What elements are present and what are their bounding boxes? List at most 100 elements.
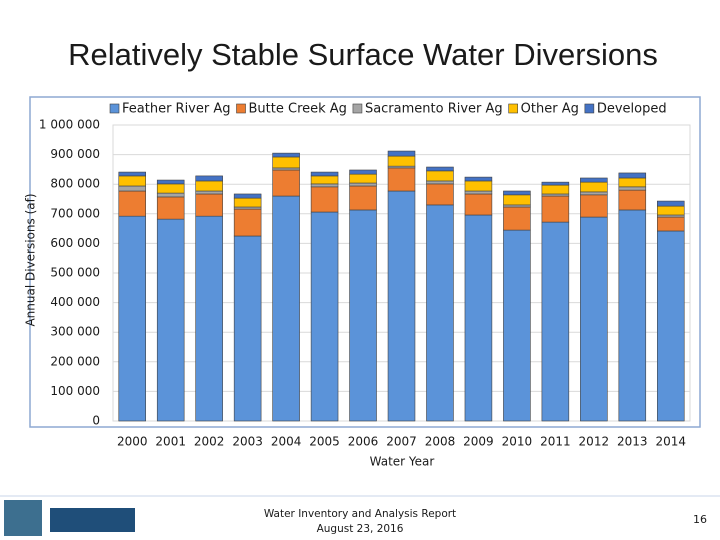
bar-segment bbox=[272, 169, 300, 197]
x-axis-label: Water Year bbox=[370, 455, 435, 469]
bar-segment bbox=[272, 156, 300, 169]
bar-segment bbox=[503, 204, 531, 208]
bar-segment bbox=[156, 183, 185, 194]
bar-segment bbox=[387, 155, 416, 167]
footer-line: Water Inventory and Analysis Report bbox=[264, 508, 456, 520]
bar-segment bbox=[618, 186, 647, 191]
x-tick-label: 2000 bbox=[117, 435, 148, 449]
x-tick-label: 2013 bbox=[617, 435, 648, 449]
bar-segment bbox=[541, 184, 570, 195]
bar-segment bbox=[426, 183, 454, 206]
bar-segment bbox=[503, 206, 531, 231]
x-tick-label: 2012 bbox=[579, 435, 610, 449]
bar-segment bbox=[503, 190, 531, 196]
x-tick-label: 2002 bbox=[194, 435, 225, 449]
bar-segment bbox=[387, 167, 416, 192]
bar-segment bbox=[426, 180, 454, 185]
bar-segment bbox=[464, 180, 493, 192]
x-tick-label: 2005 bbox=[309, 435, 340, 449]
bar-segment bbox=[541, 221, 570, 422]
x-tick-label: 2003 bbox=[232, 435, 263, 449]
bar-segment bbox=[464, 176, 493, 182]
y-tick-label: 300 000 bbox=[50, 325, 100, 339]
legend-label: Butte Creek Ag bbox=[249, 102, 347, 117]
bar-segment bbox=[541, 193, 570, 197]
bar-segment bbox=[464, 214, 493, 422]
x-tick-label: 2009 bbox=[463, 435, 494, 449]
bar-segment bbox=[580, 191, 608, 196]
bar-segment bbox=[349, 173, 377, 184]
bar-segment bbox=[541, 195, 570, 223]
bar-segment bbox=[464, 193, 493, 216]
legend-label: Other Ag bbox=[521, 102, 579, 117]
y-tick-label: 100 000 bbox=[50, 384, 100, 398]
y-tick-label: 800 000 bbox=[50, 177, 100, 191]
bar-segment bbox=[503, 194, 531, 206]
page-number: 16 bbox=[693, 513, 707, 526]
bar-segment bbox=[118, 190, 146, 217]
bar-segment bbox=[310, 186, 339, 213]
x-tick-label: 2010 bbox=[502, 435, 533, 449]
bar-segment bbox=[310, 211, 339, 422]
legend-label: Developed bbox=[597, 102, 667, 117]
logo-company bbox=[50, 508, 135, 532]
bar-segment bbox=[195, 175, 223, 182]
bar-segment bbox=[618, 209, 647, 422]
bar-segment bbox=[618, 177, 647, 188]
bar-segment bbox=[349, 169, 377, 175]
bar-segment bbox=[426, 170, 454, 182]
legend-label: Sacramento River Ag bbox=[365, 102, 503, 117]
y-axis-label: Annual Diversions (af) bbox=[24, 193, 38, 326]
bar-segment bbox=[580, 194, 608, 218]
bar-segment bbox=[195, 190, 223, 195]
x-tick-label: 2008 bbox=[425, 435, 456, 449]
bar-segment bbox=[349, 182, 377, 187]
x-tick-label: 2006 bbox=[348, 435, 379, 449]
legend-label: Feather River Ag bbox=[122, 102, 231, 117]
bar-segment bbox=[349, 185, 377, 211]
bar-segment bbox=[387, 190, 416, 422]
y-tick-label: 1 000 000 bbox=[39, 118, 100, 132]
bar-segment bbox=[272, 195, 300, 422]
x-tick-label: 2014 bbox=[655, 435, 686, 449]
bar-segment bbox=[426, 166, 454, 172]
bar-segment bbox=[233, 206, 262, 210]
y-tick-label: 900 000 bbox=[50, 147, 100, 161]
bar-segment bbox=[233, 193, 262, 199]
bar-segment bbox=[503, 229, 531, 422]
bar-segment bbox=[618, 189, 647, 211]
legend-swatch bbox=[236, 103, 246, 114]
slide-title: Relatively Stable Surface Water Diversio… bbox=[68, 37, 658, 72]
bar-segment bbox=[464, 190, 493, 195]
bar-segment bbox=[657, 205, 685, 216]
legend-swatch bbox=[109, 103, 120, 114]
y-tick-label: 400 000 bbox=[50, 295, 100, 309]
bar-segment bbox=[426, 204, 454, 422]
bar-segment bbox=[195, 215, 223, 422]
footer-line: August 23, 2016 bbox=[317, 523, 404, 535]
y-tick-label: 700 000 bbox=[50, 206, 100, 220]
bar-segment bbox=[657, 214, 685, 218]
bar-segment bbox=[272, 152, 300, 158]
bar-segment bbox=[349, 209, 377, 422]
y-tick-label: 600 000 bbox=[50, 236, 100, 250]
x-tick-label: 2007 bbox=[386, 435, 417, 449]
bar-segment bbox=[272, 167, 300, 171]
bar-segment bbox=[156, 196, 185, 220]
legend-swatch bbox=[584, 103, 595, 114]
bar-segment bbox=[156, 179, 185, 185]
x-tick-label: 2004 bbox=[271, 435, 302, 449]
bar-segment bbox=[118, 171, 146, 177]
bar-segment bbox=[195, 193, 223, 217]
bar-segment bbox=[618, 172, 647, 179]
bar-segment bbox=[657, 230, 685, 422]
bar-segment bbox=[118, 175, 146, 187]
y-tick-label: 0 bbox=[92, 414, 100, 428]
bar-segment bbox=[233, 197, 262, 208]
x-tick-label: 2011 bbox=[540, 435, 571, 449]
bar-segment bbox=[118, 215, 146, 422]
bar-segment bbox=[118, 185, 146, 192]
bar-segment bbox=[233, 235, 262, 422]
y-tick-label: 200 000 bbox=[50, 354, 100, 368]
